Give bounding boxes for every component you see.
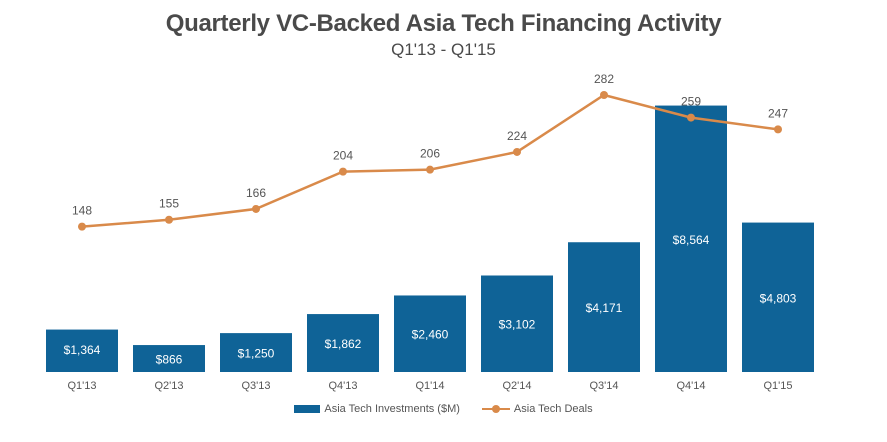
x-axis: Q1'13 Q2'13 Q3'13 Q4'13 Q1'14 Q2'14 Q3'14 Q4'14…: [67, 380, 792, 392]
deals-point: [426, 165, 434, 174]
bar: [133, 345, 205, 372]
bars-layer: [46, 105, 814, 372]
x-tick-label: Q3'14: [589, 380, 618, 392]
deals-point: [339, 167, 347, 176]
x-tick-label: Q1'13: [67, 380, 96, 392]
deals-point: [165, 215, 173, 224]
bar-value-label: $4,171: [586, 301, 623, 315]
bar: [394, 295, 466, 372]
bar-value-label: $8,564: [673, 233, 710, 247]
deals-value-label: 259: [681, 95, 701, 109]
bar: [568, 242, 640, 372]
deals-point: [78, 222, 86, 231]
x-tick-label: Q1'15: [763, 380, 792, 392]
chart-title: Quarterly VC-Backed Asia Tech Financing …: [165, 10, 722, 37]
legend-bar-swatch: [294, 405, 321, 413]
bar-value-label: $866: [156, 353, 183, 367]
deals-value-label: 247: [768, 106, 788, 120]
deals-value-label: 155: [159, 197, 179, 211]
legend-line-swatch: [481, 404, 510, 414]
bar-value-label: $2,460: [412, 328, 449, 342]
deals-value-label: 282: [594, 72, 614, 86]
legend-label-investments: Asia Tech Investments ($M): [324, 403, 460, 415]
deals-value-label: 148: [72, 204, 92, 218]
x-tick-label: Q3'13: [241, 380, 270, 392]
legend-label-deals: Asia Tech Deals: [513, 403, 593, 415]
bar-value-label: $1,862: [325, 337, 362, 351]
bar-value-label: $4,803: [760, 291, 797, 305]
deals-point: [687, 113, 695, 122]
x-tick-label: Q2'13: [154, 380, 183, 392]
bar: [220, 333, 292, 372]
deals-value-label: 224: [507, 129, 527, 143]
bar: [307, 314, 379, 372]
deals-point: [513, 147, 521, 156]
deals-value-label: 206: [420, 147, 440, 161]
bar: [655, 105, 727, 372]
labels-layer: $1,364 $866 $1,250 $1,862 $2,460 $3,102 $4,171…: [64, 72, 797, 367]
legend-item-deals: Asia Tech Deals: [481, 403, 593, 415]
deals-point: [774, 125, 782, 134]
x-tick-label: Q4'14: [676, 380, 705, 392]
x-tick-label: Q1'14: [415, 380, 444, 392]
line-layer: [78, 91, 782, 231]
bar: [742, 222, 814, 372]
deals-point: [252, 204, 260, 213]
deals-point: [600, 91, 608, 99]
x-tick-label: Q2'14: [502, 380, 531, 392]
chart-subtitle: Q1'13 - Q1'15: [391, 40, 496, 59]
x-tick-label: Q4'13: [328, 380, 357, 392]
deals-value-label: 166: [246, 186, 266, 200]
legend-item-investments: Asia Tech Investments ($M): [294, 403, 460, 415]
bar: [46, 329, 118, 372]
bar-value-label: $1,250: [238, 347, 275, 361]
bar: [481, 275, 553, 372]
deals-value-label: 204: [333, 149, 353, 163]
bar-value-label: $3,102: [499, 318, 536, 332]
legend: Asia Tech Investments ($M) Asia Tech Dea…: [0, 403, 887, 415]
bar-value-label: $1,364: [64, 343, 101, 357]
